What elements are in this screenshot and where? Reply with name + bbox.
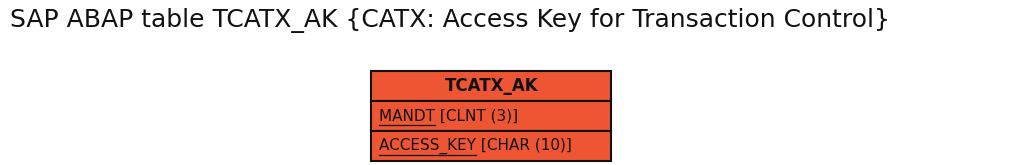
Text: MANDT [CLNT (3)]: MANDT [CLNT (3)] [379, 109, 519, 123]
Text: SAP ABAP table TCATX_AK {CATX: Access Key for Transaction Control}: SAP ABAP table TCATX_AK {CATX: Access Ke… [10, 8, 890, 33]
Bar [372, 101, 611, 131]
Bar [372, 71, 611, 101]
Bar [372, 131, 611, 161]
Text: ACCESS_KEY [CHAR (10)]: ACCESS_KEY [CHAR (10)] [379, 138, 572, 154]
Text: TCATX_AK: TCATX_AK [445, 77, 538, 95]
